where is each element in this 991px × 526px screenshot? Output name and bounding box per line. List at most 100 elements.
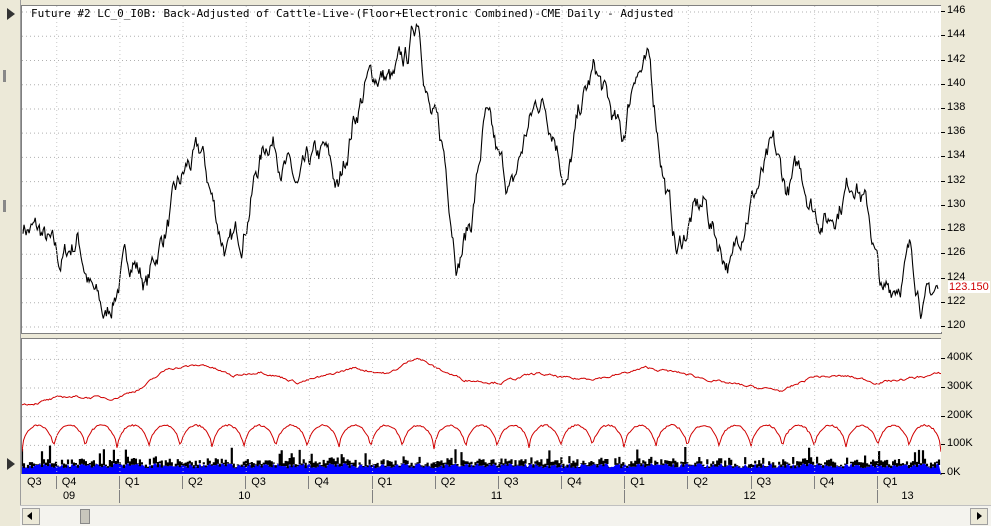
price-tick-mark (941, 180, 945, 182)
quarter-label: Q4 (314, 476, 330, 488)
year-label: 12 (743, 490, 756, 502)
price-tick-label: 142 (947, 52, 966, 65)
quarter-label: Q4 (61, 476, 77, 488)
volume-panel[interactable] (21, 338, 942, 475)
quarter-separator (687, 476, 689, 489)
price-tick-mark (941, 229, 945, 231)
quarter-separator (434, 476, 436, 489)
quarter-label: Q4 (819, 476, 835, 488)
volume-tick-label: 200K (947, 408, 973, 421)
left-toolbar-strip (0, 0, 21, 505)
arrow-right-icon (977, 512, 982, 520)
quarter-separator (876, 476, 878, 489)
scroll-marker-icon[interactable] (7, 458, 15, 470)
price-tick-mark (941, 132, 945, 134)
volume-chart-svg (22, 339, 941, 474)
quarter-label: Q1 (124, 476, 140, 488)
quarter-row: Q3 Q4 Q1 Q2 Q3 Q4 Q1 Q2 Q3 Q4 Q1 Q2 Q3 Q4 Q1 (21, 476, 940, 489)
panel-grip-icon[interactable] (3, 70, 6, 82)
scroll-right-button[interactable] (970, 508, 988, 525)
year-separator (624, 490, 626, 503)
price-panel[interactable] (21, 5, 942, 334)
quarter-label: Q1 (882, 476, 898, 488)
price-tick-label: 126 (947, 246, 966, 259)
volume-tick-mark (941, 387, 945, 388)
quarter-separator (245, 476, 247, 489)
volume-cycle-line (22, 423, 941, 452)
quarter-separator (813, 476, 815, 489)
quarter-label: Q3 (27, 476, 42, 488)
price-tick-label: 134 (947, 149, 966, 162)
scrollbar-thumb[interactable] (80, 509, 90, 524)
price-tick-label: 130 (947, 197, 966, 210)
price-tick-mark (941, 11, 945, 13)
volume-tick-label: 400K (947, 351, 973, 364)
price-tick-label: 138 (947, 100, 966, 113)
price-tick-mark (941, 204, 945, 206)
price-chart-svg (22, 6, 941, 333)
price-series-line (22, 22, 939, 319)
volume-tick-label: 0K (947, 466, 961, 478)
volume-bars-area (22, 463, 941, 474)
quarter-label: Q3 (251, 476, 266, 488)
year-separator (876, 490, 878, 503)
price-tick-mark (941, 253, 945, 255)
quarter-separator (497, 476, 499, 489)
year-label: 10 (238, 490, 251, 502)
horizontal-scrollbar[interactable] (20, 505, 991, 526)
time-axis[interactable]: Q3 Q4 Q1 Q2 Q3 Q4 Q1 Q2 Q3 Q4 Q1 Q2 Q3 Q4 Q1 09 10 11 12 1… (21, 474, 940, 504)
year-separator (371, 490, 373, 503)
volume-scale[interactable]: 400K 300K 200K 100K 0K (941, 338, 991, 478)
price-tick-mark (941, 35, 945, 37)
arrow-left-icon (27, 512, 32, 520)
quarter-label: Q2 (440, 476, 456, 488)
volume-bars-spikes (22, 445, 941, 469)
quarter-label: Q3 (756, 476, 772, 488)
quarter-separator (561, 476, 563, 489)
open-interest-line (22, 357, 941, 406)
price-tick-mark (941, 83, 945, 85)
quarter-separator (182, 476, 184, 489)
quarter-separator (55, 476, 57, 489)
price-tick-mark (941, 301, 945, 303)
volume-tick-mark (941, 358, 945, 360)
price-tick-label: 122 (947, 294, 966, 307)
price-tick-mark (941, 107, 945, 109)
price-tick-label: 124 (947, 270, 966, 283)
scroll-left-button[interactable] (22, 508, 40, 525)
price-tick-label: 146 (947, 4, 966, 17)
price-tick-label: 128 (947, 222, 966, 235)
price-tick-label: 140 (947, 76, 966, 89)
year-separator (118, 490, 120, 503)
price-tick-label: 132 (947, 173, 966, 186)
quarter-label: Q2 (188, 476, 203, 488)
quarter-label: Q4 (567, 476, 582, 488)
price-scale[interactable]: 146 144 142 140 138 136 134 132 130 128 126 124 122 1… (941, 4, 991, 332)
quarter-label: Q2 (693, 476, 709, 488)
price-tick-mark (941, 325, 945, 327)
quarter-separator (118, 476, 120, 489)
price-tick-label: 120 (947, 318, 966, 331)
quarter-label: Q3 (503, 476, 519, 488)
price-tick-mark (941, 277, 945, 279)
price-tick-label: 144 (947, 28, 966, 41)
last-price-label: 123.150 (948, 280, 990, 293)
year-label: 09 (62, 490, 76, 502)
year-label: 11 (490, 490, 503, 502)
volume-tick-mark (941, 473, 945, 474)
quarter-label: Q1 (377, 476, 393, 488)
quarter-separator (308, 476, 310, 489)
year-row: 09 10 11 12 13 (21, 490, 940, 503)
expand-arrow-icon[interactable] (7, 8, 15, 20)
quarter-separator (750, 476, 752, 489)
volume-tick-label: 300K (947, 380, 973, 392)
panel-grip-icon[interactable] (3, 200, 6, 212)
price-tick-mark (941, 59, 945, 61)
price-tick-mark (941, 156, 945, 158)
volume-tick-label: 100K (947, 437, 973, 450)
volume-tick-mark (941, 444, 945, 446)
chart-title: Future #2 LC_0_I0B: Back-Adjusted of Cat… (31, 7, 674, 20)
quarter-label: Q1 (630, 476, 645, 488)
volume-tick-mark (941, 415, 945, 417)
